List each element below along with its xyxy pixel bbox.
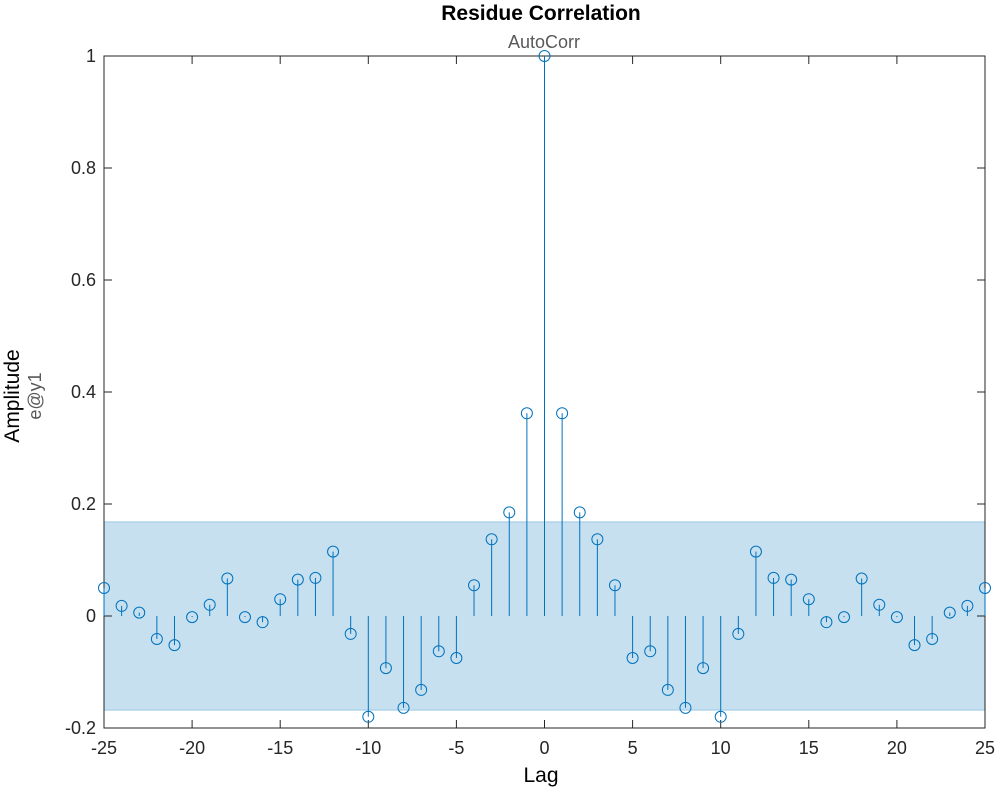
stem-marker bbox=[397, 701, 410, 714]
stem-marker bbox=[697, 662, 710, 675]
y-axis-label: Amplitude bbox=[1, 349, 24, 442]
x-tick-label: 10 bbox=[711, 738, 731, 758]
stem-marker bbox=[979, 582, 991, 594]
chart-title: Residue Correlation bbox=[441, 2, 641, 25]
x-tick-label: 20 bbox=[887, 738, 907, 758]
stem-marker bbox=[538, 50, 551, 62]
stem-marker bbox=[450, 652, 463, 664]
x-tick-label: 15 bbox=[799, 738, 819, 758]
x-tick-label: -25 bbox=[91, 738, 117, 758]
stem-marker bbox=[926, 632, 939, 645]
stem-marker bbox=[133, 606, 146, 619]
stem-marker bbox=[591, 533, 604, 546]
y-tick-label: 0.6 bbox=[71, 270, 96, 290]
x-tick-label: 0 bbox=[539, 738, 549, 758]
x-tick-label: -10 bbox=[355, 738, 381, 758]
stem-marker bbox=[379, 662, 392, 675]
x-tick-label: -5 bbox=[448, 738, 464, 758]
stem-marker bbox=[749, 545, 762, 558]
stem-marker bbox=[238, 611, 251, 624]
y-tick-label: -0.2 bbox=[65, 718, 96, 738]
tick-label-layer: -25 -20 -15 -10 -5 0 5 10 15 20 25 -0.2 0 0.2 0.4 0.6 0.… bbox=[65, 46, 995, 758]
stem-marker bbox=[432, 645, 445, 658]
stem-marker bbox=[732, 627, 745, 640]
stem-marker bbox=[362, 710, 375, 723]
stem-marker bbox=[644, 645, 657, 658]
stem-marker bbox=[98, 582, 110, 594]
stem-marker bbox=[573, 506, 586, 519]
stem-marker bbox=[820, 616, 833, 629]
stem-marker bbox=[943, 606, 956, 619]
stem-marker bbox=[556, 407, 569, 420]
stem-marker bbox=[274, 593, 287, 606]
stem-marker bbox=[890, 611, 903, 624]
stem-marker bbox=[468, 579, 481, 592]
stem-marker bbox=[714, 710, 727, 723]
stem-marker bbox=[309, 571, 322, 584]
y-tick-label: 0.8 bbox=[71, 158, 96, 178]
stem-marker bbox=[291, 573, 304, 586]
stem-marker bbox=[485, 533, 498, 546]
stem-marker bbox=[679, 701, 692, 714]
y-tick-label: 1 bbox=[86, 46, 96, 66]
x-tick-label: 25 bbox=[975, 738, 995, 758]
stem-marker bbox=[344, 627, 357, 640]
chart-subtitle: AutoCorr bbox=[508, 32, 580, 52]
stem-marker bbox=[256, 616, 269, 629]
stem-marker bbox=[221, 572, 234, 585]
stem-marker bbox=[415, 683, 428, 696]
stem-marker bbox=[785, 573, 798, 586]
stem-marker bbox=[520, 407, 533, 420]
stem-marker bbox=[855, 572, 868, 585]
stem-marker bbox=[327, 545, 340, 558]
y-axis-sublabel: e@y1 bbox=[25, 372, 45, 419]
stem-marker bbox=[961, 599, 974, 612]
stem-marker bbox=[626, 652, 639, 664]
x-axis-label: Lag bbox=[523, 764, 558, 787]
x-tick-label: 5 bbox=[628, 738, 638, 758]
stem-marker bbox=[908, 639, 921, 652]
stem-marker bbox=[186, 611, 199, 624]
stem-marker bbox=[661, 683, 674, 696]
x-tick-label: -15 bbox=[267, 738, 293, 758]
y-tick-label: 0.4 bbox=[71, 382, 96, 402]
stem-marker bbox=[203, 598, 216, 611]
y-tick-label: 0.2 bbox=[71, 494, 96, 514]
stem-marker bbox=[767, 571, 780, 584]
stem-marker bbox=[838, 611, 851, 624]
stem-marker bbox=[802, 593, 815, 606]
y-tick-label: 0 bbox=[86, 606, 96, 626]
stem-layer bbox=[98, 50, 991, 723]
stem-marker bbox=[608, 579, 621, 592]
stem-marker bbox=[503, 506, 516, 519]
stem-marker bbox=[150, 632, 163, 645]
stem-marker bbox=[168, 639, 181, 652]
stem-marker bbox=[873, 598, 886, 611]
x-tick-label: -20 bbox=[179, 738, 205, 758]
stem-marker bbox=[115, 599, 128, 612]
